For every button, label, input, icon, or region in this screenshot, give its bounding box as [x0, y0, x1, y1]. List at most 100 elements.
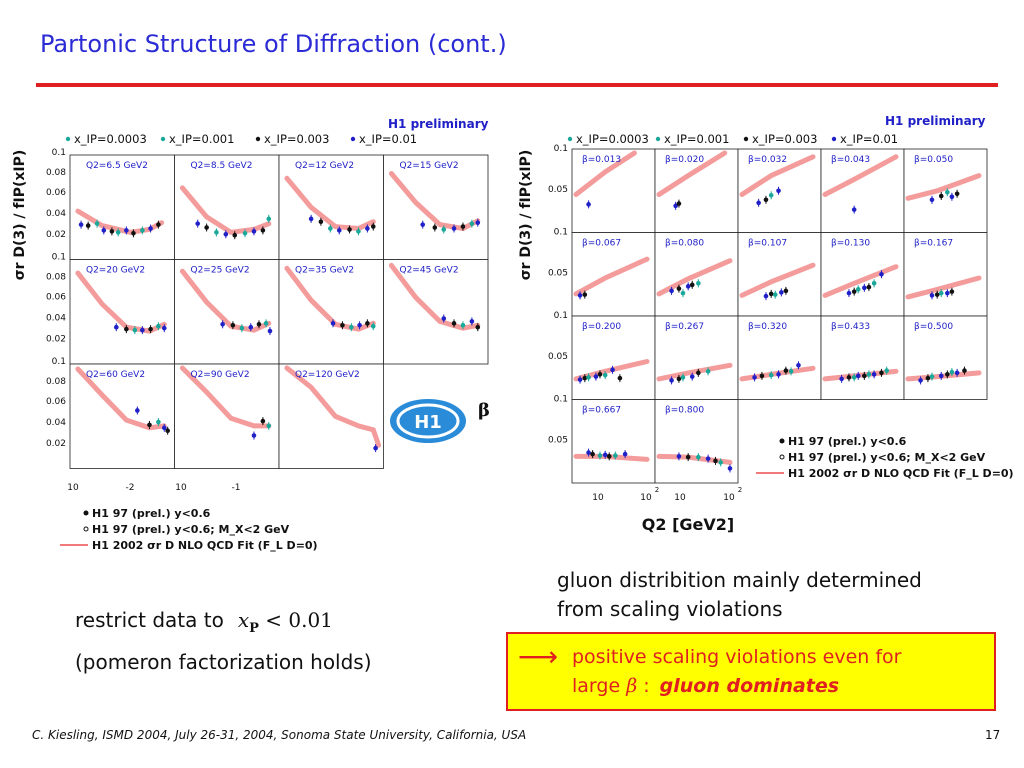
panel-label: β=0.032: [748, 155, 787, 165]
data-point: [929, 293, 935, 298]
data-point: [851, 375, 857, 380]
restrict-note: restrict data to xP < 0.01: [75, 608, 333, 636]
data-point: [718, 460, 723, 465]
qcd-fit-band: [284, 365, 382, 448]
qcd-fit-band: [179, 365, 272, 429]
data-point: [94, 221, 100, 226]
data-point: [606, 454, 612, 459]
data-point: [230, 322, 236, 328]
data-point: [349, 324, 354, 330]
h1-diffraction-figures: H1 preliminary x_IP=0.0003 x_IP=0.001 x_IP=…: [12, 114, 1014, 552]
panel-label: Q2=90 GeV2: [191, 370, 250, 380]
data-point: [685, 284, 691, 289]
data-point: [223, 231, 229, 237]
data-point: [929, 197, 935, 203]
data-point: [871, 281, 877, 286]
data-point: [78, 222, 84, 227]
panel-label: β=0.050: [914, 155, 953, 165]
h1-logo-text: H1: [414, 412, 442, 433]
data-point: [602, 372, 608, 378]
data-point: [846, 290, 852, 296]
data-point: [676, 286, 682, 291]
data-point: [945, 189, 950, 195]
legend-marker: [350, 136, 356, 142]
data-point: [610, 367, 615, 373]
y-tick-label: 0.06: [46, 188, 66, 198]
footer-citation: C. Kiesling, ISMD 2004, July 26-31, 2004…: [32, 728, 527, 742]
x-tick-label: 2: [738, 486, 742, 494]
qcd-fit-band: [739, 154, 816, 197]
restrict-note-text: restrict data to: [75, 608, 224, 632]
h1-logo: H1: [390, 399, 466, 443]
plot-panel: [278, 363, 384, 469]
data-point: [669, 378, 674, 383]
y-tick-label: 0.04: [46, 418, 66, 428]
panel-label: β=0.020: [665, 155, 704, 165]
data-point: [796, 363, 801, 368]
plot-panel: [571, 399, 656, 484]
data-point: [676, 376, 682, 382]
legend-entry: x_IP=0.0003: [576, 132, 649, 146]
plot-panel: [571, 148, 656, 233]
qcd-fit-band: [905, 370, 982, 382]
data-point: [156, 323, 161, 329]
data-point: [132, 327, 138, 333]
legend-entry: x_IP=0.003: [752, 132, 817, 146]
data-point: [308, 216, 314, 222]
pomeron-note: (pomeron factorization holds): [75, 650, 372, 674]
plot-panel: [737, 232, 822, 317]
legend-entry: x_IP=0.0003: [74, 132, 147, 146]
data-point: [871, 372, 877, 377]
data-point: [330, 321, 336, 326]
data-point: [680, 375, 686, 380]
callout-emphasis: gluon dominates: [659, 675, 840, 697]
data-point: [370, 224, 376, 229]
data-point: [846, 375, 852, 380]
data-point: [938, 373, 944, 379]
y-tick-label: 0.05: [548, 185, 568, 195]
formula-op: <: [265, 608, 282, 632]
legend-point-marker: [779, 454, 785, 460]
data-point: [475, 220, 481, 225]
data-point: [949, 289, 955, 294]
data-point: [776, 188, 781, 194]
data-point: [676, 454, 682, 459]
qcd-fit-band: [388, 262, 481, 331]
x-axis-label: β: [478, 400, 490, 421]
legend-bottom-entry: H1 2002 σr D NLO QCD Fit (F_L D=0): [92, 539, 318, 552]
panel-label: Q2=120 GeV2: [295, 370, 360, 380]
data-point: [945, 290, 950, 296]
formula-value: 0.01: [288, 608, 333, 632]
data-point: [365, 321, 370, 326]
data-point: [696, 454, 701, 460]
data-point: [140, 228, 145, 233]
data-point: [101, 228, 107, 233]
data-point: [432, 225, 438, 230]
data-point: [597, 453, 603, 458]
data-point: [705, 369, 711, 374]
callout-line-2: large β : gluon dominates: [572, 675, 839, 697]
data-point: [776, 372, 781, 377]
data-point: [949, 369, 955, 375]
qcd-fit-band: [739, 262, 816, 298]
data-point: [239, 325, 245, 331]
data-point: [949, 194, 955, 200]
y-tick-label: 0.06: [46, 293, 66, 303]
legend-bottom-entry: H1 97 (prel.) y<0.6; M_X<2 GeV: [92, 523, 290, 536]
panel-label: β=0.107: [748, 239, 787, 249]
data-point: [593, 374, 599, 379]
data-point: [156, 419, 161, 425]
data-point: [336, 228, 342, 233]
data-point: [879, 271, 884, 277]
qcd-fit-band: [656, 258, 733, 297]
data-point: [945, 372, 950, 377]
legend-bottom-entry: H1 97 (prel.) y<0.6: [788, 435, 907, 448]
data-point: [929, 374, 935, 379]
data-point: [752, 375, 757, 380]
data-point: [451, 321, 457, 326]
data-point: [954, 191, 960, 197]
data-point: [590, 451, 595, 457]
data-point: [248, 324, 254, 330]
data-point: [586, 375, 591, 380]
data-point: [586, 450, 591, 455]
